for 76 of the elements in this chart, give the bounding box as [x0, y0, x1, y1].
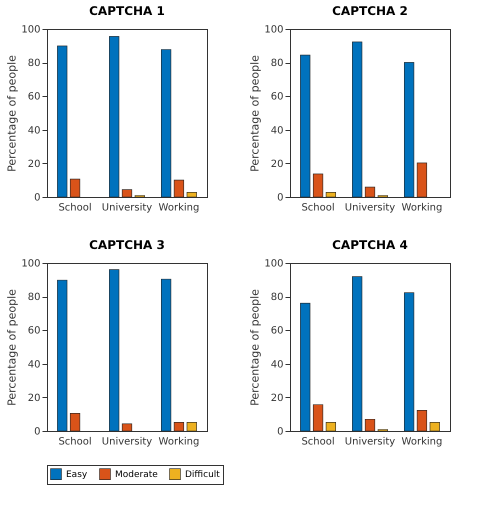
y-tick-label: 80: [270, 58, 284, 70]
y-tick-label: 20: [28, 158, 40, 170]
y-tick-label: 60: [270, 92, 284, 103]
bar: [160, 278, 172, 432]
x-tick-label: Working: [402, 436, 442, 448]
y-tick-label: 0: [277, 426, 284, 438]
bar: [160, 49, 172, 198]
y-tick-label: 80: [28, 292, 40, 304]
y-tick-label: 40: [28, 125, 40, 136]
bar: [326, 192, 336, 198]
bar: [326, 422, 336, 432]
bar: [416, 162, 428, 198]
x-tick-label: Working: [158, 436, 200, 448]
y-tick-label: 100: [21, 258, 40, 270]
x-tick-label: University: [102, 202, 152, 214]
chart-title: CAPTCHA 2: [332, 4, 408, 18]
x-tick-label: Working: [158, 202, 200, 214]
bar: [364, 186, 376, 198]
legend-label: Moderate: [115, 470, 158, 480]
x-tick-label: University: [344, 436, 396, 448]
y-axis-title: Percentage of people: [5, 288, 18, 406]
y-tick-label: 0: [34, 426, 40, 438]
bar: [430, 422, 440, 432]
bar: [70, 178, 80, 198]
legend-label: Easy: [66, 470, 88, 480]
bar: [174, 180, 184, 198]
bar: [404, 292, 414, 432]
bar: [352, 42, 362, 198]
y-axis-title: Percentage of people: [248, 54, 262, 172]
bar: [122, 189, 132, 198]
y-tick-label: 20: [270, 392, 284, 404]
y-tick-label: 100: [264, 258, 284, 270]
y-axis-title: Percentage of people: [248, 288, 262, 406]
y-tick-label: 20: [28, 392, 40, 404]
bar: [109, 36, 120, 198]
y-tick-label: 60: [270, 326, 284, 337]
bar: [122, 423, 132, 432]
chart-title: CAPTCHA 3: [89, 238, 165, 252]
x-tick-label: School: [58, 202, 92, 214]
y-tick-label: 60: [28, 326, 40, 337]
y-tick-label: 20: [270, 158, 284, 170]
x-tick-label: University: [344, 202, 396, 214]
x-tick-label: School: [301, 436, 335, 448]
x-tick-label: University: [102, 436, 152, 448]
bar: [364, 418, 376, 432]
bar: [186, 192, 197, 198]
bar: [174, 422, 184, 432]
bar: [109, 269, 120, 432]
bar: [312, 404, 324, 432]
bar: [416, 410, 428, 432]
y-tick-label: 40: [28, 359, 40, 370]
y-tick-label: 40: [270, 359, 284, 370]
y-axis-title: Percentage of people: [5, 54, 18, 172]
bar: [312, 174, 324, 198]
y-tick-label: 0: [277, 192, 284, 204]
bar: [404, 62, 414, 198]
chart-title: CAPTCHA 1: [89, 4, 165, 18]
y-tick-label: 80: [28, 58, 40, 70]
bar: [186, 422, 197, 432]
x-tick-label: Working: [402, 202, 442, 214]
bar: [352, 276, 362, 432]
bar: [57, 280, 68, 432]
x-tick-label: School: [58, 436, 92, 448]
y-tick-label: 60: [28, 92, 40, 103]
x-tick-label: School: [301, 202, 335, 214]
y-tick-label: 80: [270, 292, 284, 304]
bar: [300, 54, 310, 198]
y-tick-label: 0: [34, 192, 40, 204]
bar: [57, 46, 68, 198]
y-tick-label: 40: [270, 125, 284, 136]
y-tick-label: 100: [21, 24, 40, 36]
legend-label: Difficult: [185, 470, 220, 480]
chart-title: CAPTCHA 4: [332, 238, 408, 252]
bar: [300, 302, 310, 432]
y-tick-label: 100: [264, 24, 284, 36]
bar: [70, 413, 80, 432]
